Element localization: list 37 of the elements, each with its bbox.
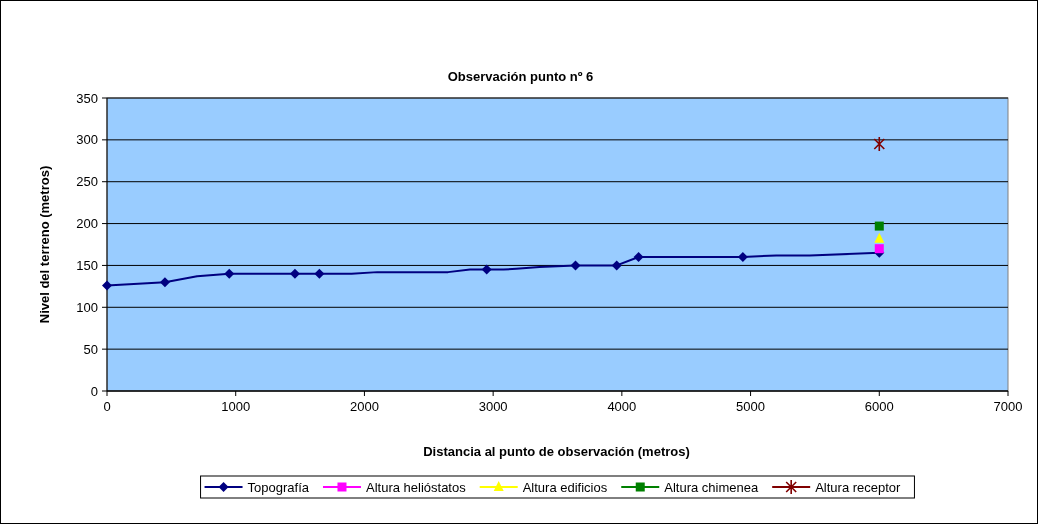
y-tick-label: 250	[76, 174, 98, 190]
point	[873, 136, 886, 152]
y-tick-label: 200	[76, 216, 98, 232]
point	[314, 268, 325, 279]
point	[570, 260, 581, 271]
point	[633, 252, 644, 263]
x-tick-label: 0	[103, 399, 111, 414]
x-tick-label: 1000	[221, 399, 251, 414]
point	[289, 268, 300, 279]
point	[159, 277, 170, 288]
point	[874, 244, 884, 254]
y-tick-label: 300	[76, 132, 98, 148]
point	[224, 268, 235, 279]
x-tick-label: 5000	[736, 399, 766, 414]
point	[874, 221, 884, 231]
y-tick-label: 50	[83, 341, 98, 357]
legend-label: Altura receptor	[815, 479, 902, 495]
point	[611, 260, 622, 271]
legend-label: Altura helióstatos	[365, 479, 467, 495]
point	[874, 232, 885, 243]
point	[102, 280, 112, 291]
y-tick-label: 100	[76, 299, 98, 315]
legend-label: Altura chimenea	[664, 479, 759, 495]
y-tick-label: 150	[76, 257, 98, 273]
y-tick-label: 350	[76, 90, 98, 106]
x-axis-title: Distancia al punto de observación (metros)	[423, 444, 690, 459]
y-tick-label: 0	[90, 383, 98, 399]
point	[481, 264, 492, 275]
y-axis-title: Nivel del terreno (metros)	[37, 165, 52, 324]
chart-title: Observación punto nº 6	[447, 69, 594, 84]
x-tick-label: 2000	[349, 399, 379, 414]
x-tick-label: 7000	[993, 399, 1023, 414]
legend-label: Topografía	[247, 479, 310, 495]
x-tick-label: 6000	[864, 399, 894, 414]
x-tick-label: 4000	[607, 399, 637, 414]
x-tick-label: 3000	[478, 399, 508, 414]
legend-label: Altura edificios	[522, 479, 608, 495]
